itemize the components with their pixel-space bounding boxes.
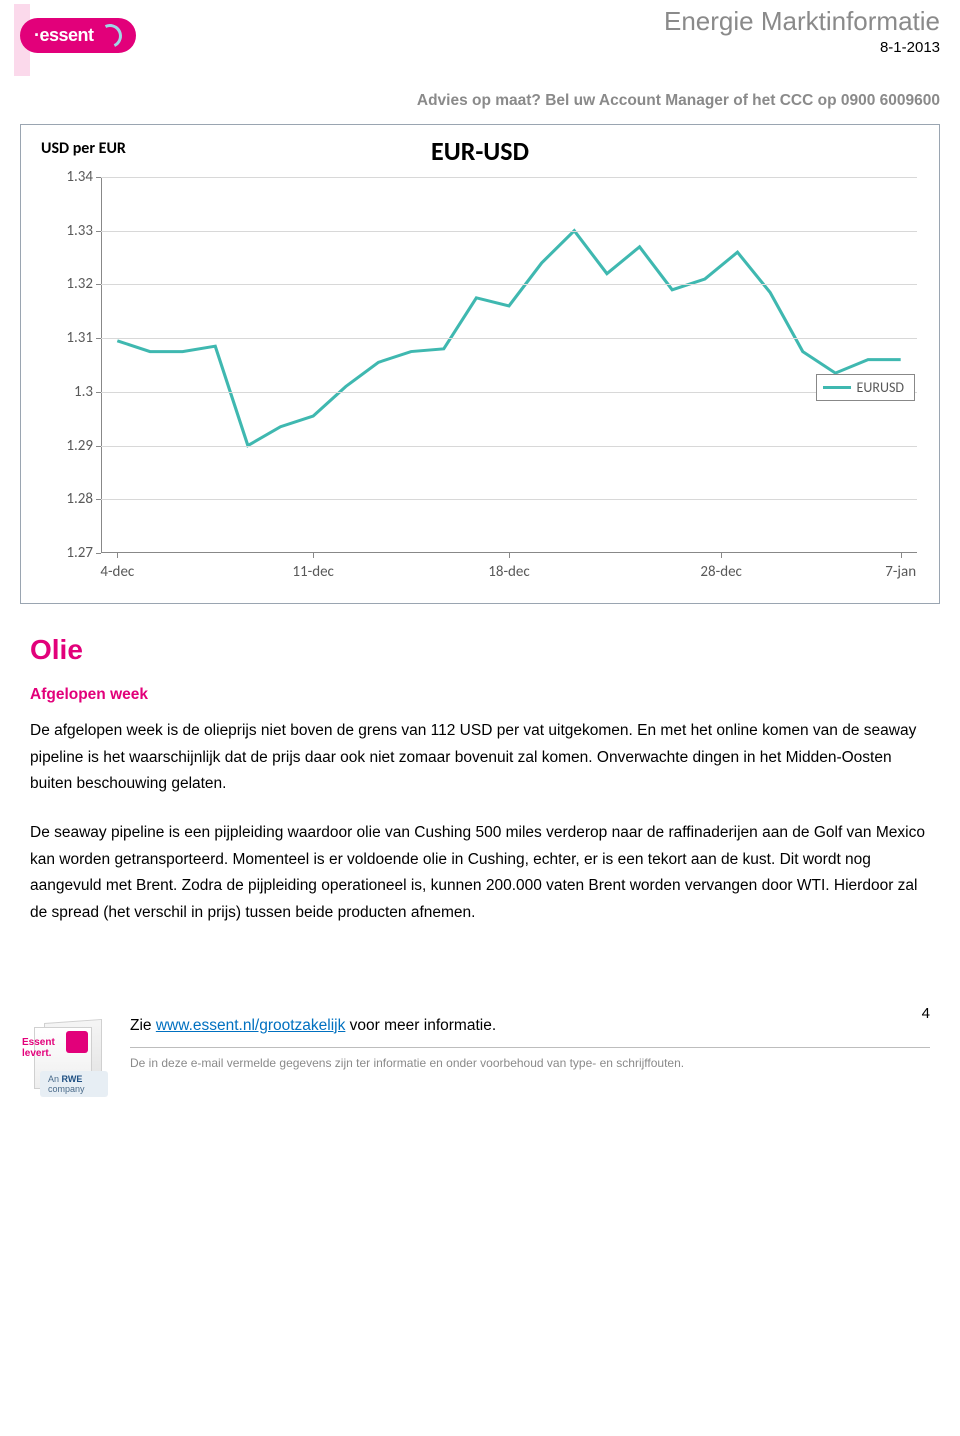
gridline xyxy=(101,392,917,393)
box-label-line2: levert. xyxy=(22,1048,51,1059)
y-tick-mark xyxy=(96,231,101,232)
y-tick-label: 1.32 xyxy=(66,275,93,293)
chart-plot-area: 1.271.281.291.31.311.321.331.344-dec11-d… xyxy=(101,177,917,553)
footer-product-box: Essent levert. An RWE company xyxy=(22,1007,108,1097)
chart-title: EUR-USD xyxy=(37,135,923,167)
y-tick-label: 1.3 xyxy=(74,383,93,401)
document-title: Energie Marktinformatie xyxy=(664,6,940,37)
section-subtitle: Afgelopen week xyxy=(30,686,930,704)
header-right: Energie Marktinformatie 8-1-2013 xyxy=(664,6,940,56)
x-tick-mark xyxy=(721,553,722,558)
brand-name: ·essent xyxy=(34,25,94,46)
logo-pill: ·essent xyxy=(20,18,136,53)
rwe-suffix: company xyxy=(48,1084,85,1094)
y-tick-label: 1.28 xyxy=(66,490,93,508)
y-tick-mark xyxy=(96,553,101,554)
footer-disclaimer: De in deze e-mail vermelde gegevens zijn… xyxy=(130,1056,930,1070)
footer-link[interactable]: www.essent.nl/grootzakelijk xyxy=(156,1017,346,1034)
box-label: Essent levert. xyxy=(22,1037,55,1059)
section-title: Olie xyxy=(30,634,930,666)
footer-link-line: Zie www.essent.nl/grootzakelijk voor mee… xyxy=(130,1017,930,1035)
link-suffix: voor meer informatie. xyxy=(345,1017,496,1034)
gridline xyxy=(101,177,917,178)
rwe-brand: RWE xyxy=(62,1074,83,1084)
chart-y-axis-label: USD per EUR xyxy=(41,139,126,158)
gridline xyxy=(101,231,917,232)
page-number: 4 xyxy=(922,1005,930,1022)
legend-label: EURUSD xyxy=(857,379,904,396)
y-tick-mark xyxy=(96,392,101,393)
y-tick-mark xyxy=(96,499,101,500)
box-label-line1: Essent xyxy=(22,1037,55,1048)
eur-usd-chart: EUR-USD USD per EUR 1.271.281.291.31.311… xyxy=(20,124,940,604)
gridline xyxy=(101,284,917,285)
x-tick-label: 7-jan xyxy=(885,563,916,581)
chart-legend: EURUSD xyxy=(816,374,915,401)
box-pink-square xyxy=(66,1031,88,1053)
y-tick-label: 1.33 xyxy=(66,222,93,240)
gridline xyxy=(101,446,917,447)
paragraph-1: De afgelopen week is de olieprijs niet b… xyxy=(30,718,930,798)
link-prefix: Zie xyxy=(130,1017,156,1034)
footer-divider xyxy=(130,1047,930,1048)
page-header: ·essent Energie Marktinformatie 8-1-2013 xyxy=(0,0,960,100)
x-tick-label: 18-dec xyxy=(488,563,529,581)
x-tick-label: 11-dec xyxy=(292,563,333,581)
y-tick-label: 1.27 xyxy=(66,544,93,562)
document-date: 8-1-2013 xyxy=(664,39,940,56)
y-tick-mark xyxy=(96,284,101,285)
rwe-badge: An RWE company xyxy=(40,1071,108,1097)
chart-svg xyxy=(101,177,917,553)
x-tick-label: 28-dec xyxy=(700,563,741,581)
y-tick-mark xyxy=(96,446,101,447)
rwe-prefix: An xyxy=(48,1074,62,1084)
x-tick-mark xyxy=(901,553,902,558)
legend-color-swatch xyxy=(823,386,851,389)
gridline xyxy=(101,338,917,339)
page-footer: 4 Essent levert. An RWE company Zie www.… xyxy=(0,1017,960,1094)
article-body: De afgelopen week is de olieprijs niet b… xyxy=(30,718,930,927)
y-tick-label: 1.34 xyxy=(66,168,93,186)
swirl-icon xyxy=(98,26,118,46)
paragraph-2: De seaway pipeline is een pijpleiding wa… xyxy=(30,820,930,927)
y-tick-label: 1.29 xyxy=(66,437,93,455)
x-tick-mark xyxy=(117,553,118,558)
x-tick-mark xyxy=(313,553,314,558)
y-tick-mark xyxy=(96,177,101,178)
y-tick-label: 1.31 xyxy=(66,329,93,347)
article-section: Olie Afgelopen week De afgelopen week is… xyxy=(30,634,930,927)
gridline xyxy=(101,499,917,500)
y-tick-mark xyxy=(96,338,101,339)
x-tick-label: 4-dec xyxy=(100,563,134,581)
x-tick-mark xyxy=(509,553,510,558)
brand-logo: ·essent xyxy=(20,18,136,53)
